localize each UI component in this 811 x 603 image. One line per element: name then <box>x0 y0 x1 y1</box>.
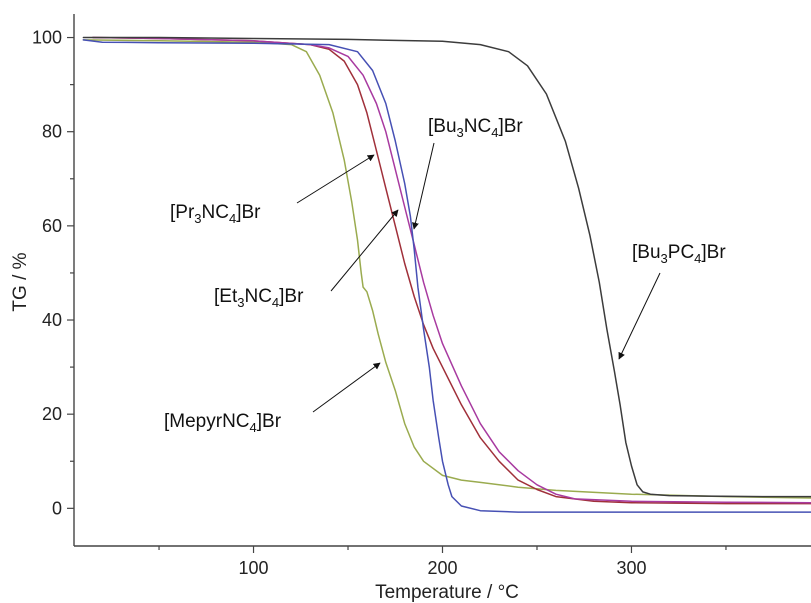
annotation-et3-sub1: 3 <box>237 295 244 310</box>
annotation-pr3-sub1: 3 <box>194 211 201 226</box>
series-line-bu3n <box>82 39 811 513</box>
series-line-et3 <box>92 36 811 504</box>
annotation-bu3p-prefix: [Bu <box>632 242 661 263</box>
series-layer <box>82 36 811 513</box>
y-tick-label: 0 <box>52 498 62 518</box>
annotation-et3-label: [Et3NC4]Br <box>214 286 304 310</box>
annotation-bu3p-label: [Bu3PC4]Br <box>632 242 726 266</box>
y-tick-label: 80 <box>42 122 62 142</box>
annotation-bu3n-label: [Bu3NC4]Br <box>428 116 523 140</box>
y-ticks-layer: 0 20 40 60 80 100 <box>32 28 74 518</box>
series-line-bu3p <box>82 36 811 498</box>
annotation-et3-prefix: [Et <box>214 286 238 307</box>
annotation-et3-middle: NC <box>244 286 271 307</box>
annotation-bu3p: [Bu3PC4]Br <box>618 242 726 360</box>
annotation-pr3-sub2: 4 <box>229 211 236 226</box>
annotation-pr3-prefix: [Pr <box>170 202 195 223</box>
x-tick-label: 300 <box>616 558 646 578</box>
annotation-mepyr-sub1: 4 <box>250 420 257 435</box>
y-tick-label: 20 <box>42 404 62 424</box>
annotation-bu3n-prefix: [Bu <box>428 116 457 137</box>
annotation-bu3n-arrow <box>412 142 435 230</box>
x-axis-title: Temperature / °C <box>375 582 519 603</box>
annotation-bu3n: [Bu3NC4]Br <box>412 116 523 230</box>
annotation-bu3n-sub1: 3 <box>457 125 464 140</box>
annotation-mepyr-label: [MepyrNC4]Br <box>164 411 282 435</box>
annotation-bu3p-sub1: 3 <box>661 251 668 266</box>
series-line-mepyr <box>82 39 811 499</box>
annotation-pr3-suffix: ]Br <box>236 202 261 223</box>
annotation-mepyr-arrow <box>312 362 381 413</box>
x-tick-label: 200 <box>427 558 457 578</box>
annotation-mepyr: [MepyrNC4]Br <box>164 362 381 435</box>
annotation-pr3: [Pr3NC4]Br <box>170 154 375 226</box>
annotation-mepyr-prefix: [MepyrNC <box>164 411 250 432</box>
y-axis-title: TG / % <box>10 252 31 311</box>
annotation-bu3p-middle: PC <box>668 242 694 263</box>
annotation-mepyr-suffix: ]Br <box>257 411 282 432</box>
annotation-pr3-arrow <box>296 154 375 204</box>
annotation-pr3-label: [Pr3NC4]Br <box>170 202 261 226</box>
annotation-bu3n-suffix: ]Br <box>498 116 523 137</box>
annotation-et3-sub2: 4 <box>272 295 279 310</box>
annotation-bu3p-suffix: ]Br <box>701 242 726 263</box>
annotation-bu3n-sub2: 4 <box>491 125 498 140</box>
annotation-bu3p-arrow <box>618 272 661 360</box>
y-tick-label: 40 <box>42 310 62 330</box>
annotation-pr3-middle: NC <box>202 202 229 223</box>
annotation-bu3n-middle: NC <box>464 116 491 137</box>
annotation-et3: [Et3NC4]Br <box>214 209 399 310</box>
series-line-pr3 <box>92 36 811 505</box>
y-tick-label: 100 <box>32 28 62 48</box>
x-ticks-layer: 100 200 300 <box>158 546 727 578</box>
annotation-et3-arrow <box>330 209 399 292</box>
y-tick-label: 60 <box>42 216 62 236</box>
annotation-et3-suffix: ]Br <box>279 286 304 307</box>
x-tick-label: 100 <box>239 558 269 578</box>
annotation-bu3p-sub2: 4 <box>694 251 701 266</box>
